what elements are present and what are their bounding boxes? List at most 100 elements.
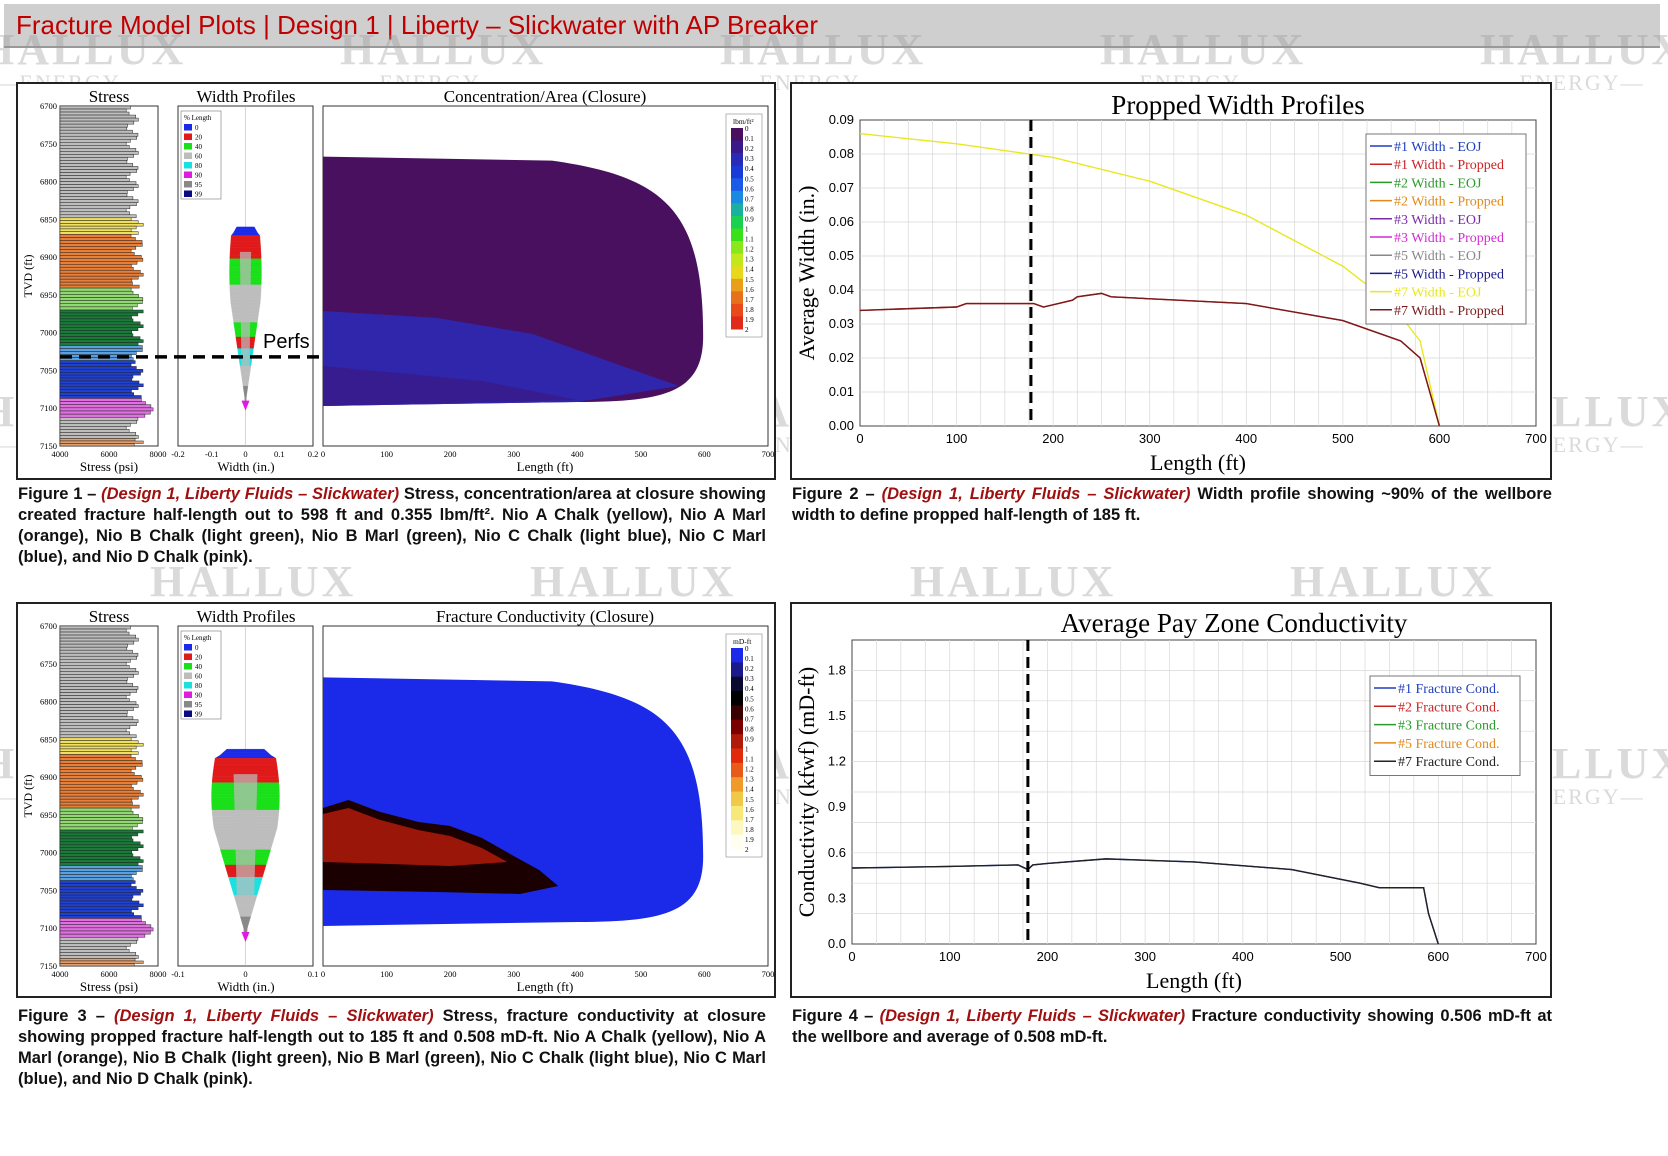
stress-layer-bar <box>59 205 131 210</box>
legend-entry: #7 Fracture Cond. <box>1398 755 1499 770</box>
x-tick-label: 200 <box>1037 949 1059 964</box>
legend-swatch <box>184 190 192 197</box>
width-profile-band <box>213 767 278 771</box>
stress-layer-bar <box>59 725 131 730</box>
stress-layer-bar <box>59 208 127 213</box>
stress-layer-bar <box>59 228 132 232</box>
colorbar-swatch <box>731 291 743 305</box>
stress-layer-bar <box>59 786 134 791</box>
legend-box <box>1369 675 1521 776</box>
colorbar-swatch <box>731 648 743 663</box>
width-profile-band <box>240 916 251 920</box>
stress-layer-bar <box>59 398 142 402</box>
stress-layer-bar <box>59 252 135 256</box>
legend-swatch <box>184 682 192 689</box>
stress-layer-bar <box>59 327 139 331</box>
width-profile-band <box>242 380 249 384</box>
stress-layer-bar <box>59 309 144 314</box>
length-tick-label: 300 <box>507 449 520 459</box>
caption-body: Stress, fracture conductivity at closure… <box>18 1007 766 1088</box>
stress-layer-bar <box>59 184 139 188</box>
width-profile-band <box>241 922 250 927</box>
stress-layer-bar <box>59 220 139 224</box>
stress-layer-bar <box>59 330 132 334</box>
legend-swatch <box>184 124 192 131</box>
stress-layer-bar <box>59 838 134 843</box>
legend-swatch <box>184 672 192 679</box>
colorbar-tick: 1.6 <box>745 286 754 294</box>
width-title: Width Profiles <box>197 607 296 626</box>
stress-layer-bar <box>59 284 140 289</box>
stress-layer-bar <box>59 223 144 227</box>
colorbar-title: lbm/ft² <box>733 117 754 126</box>
stress-layer-bar <box>59 719 139 723</box>
stress-tick-label: 6000 <box>101 969 118 979</box>
x-tick-label: 400 <box>1232 949 1254 964</box>
stress-layer-bar <box>59 297 144 301</box>
stress-layer-bar <box>59 649 133 654</box>
stress-layer-bar <box>59 680 128 684</box>
stress-layer-bar <box>59 246 137 250</box>
stress-layer-bar <box>59 275 139 280</box>
y-tick-label: 1.5 <box>828 708 846 723</box>
legend-entry: #5 Width - Propped <box>1394 267 1504 282</box>
stress-layer-bar <box>59 783 132 788</box>
x-axis-label: Length (ft) <box>1150 450 1246 475</box>
y-tick-label: 0.07 <box>829 180 854 195</box>
stress-layer-bar <box>59 707 134 711</box>
width-profile-band <box>241 377 250 381</box>
y-tick-label: 0.6 <box>828 845 846 860</box>
stress-layer-bar <box>59 871 137 875</box>
width-tick-label: -0.1 <box>205 449 218 459</box>
legend-entry: 99 <box>195 711 203 719</box>
stress-layer-bar <box>59 886 137 890</box>
stress-layer-bar <box>59 658 131 663</box>
colorbar-tick: 0.2 <box>745 145 754 153</box>
stress-layer-bar <box>59 281 133 286</box>
width-tick-label: 0.1 <box>308 969 319 979</box>
stress-layer-bar <box>59 674 134 678</box>
contour-title: Concentration/Area (Closure) <box>444 87 647 106</box>
legend-entry: 0 <box>195 644 199 652</box>
stress-layer-bar <box>59 891 141 896</box>
legend-entry: 0 <box>195 124 199 132</box>
stress-layer-bar <box>59 217 132 221</box>
x-tick-label: 300 <box>1134 949 1156 964</box>
colorbar-swatch <box>731 676 743 692</box>
chart-title: Propped Width Profiles <box>1111 90 1364 120</box>
x-tick-label: 200 <box>1042 431 1064 446</box>
width-profile-band <box>223 749 268 753</box>
stress-layer-bar <box>59 868 143 872</box>
stress-axis-label: Stress (psi) <box>80 459 138 474</box>
x-tick-label: 700 <box>1525 431 1547 446</box>
stress-layer-bar <box>59 631 130 636</box>
stress-layer-bar <box>59 443 135 447</box>
stress-layer-bar <box>59 817 144 821</box>
colorbar-tick: 1 <box>745 746 749 754</box>
stress-layer-bar <box>59 135 137 140</box>
colorbar-swatch <box>731 662 743 678</box>
colorbar-tick: 0.7 <box>745 715 754 723</box>
caption-figure-4: Figure 4 – (Design 1, Liberty Fluids – S… <box>792 1006 1552 1048</box>
colorbar-tick: 1.8 <box>745 826 754 834</box>
series-line <box>851 858 1439 945</box>
tvd-tick-label: 7050 <box>40 885 57 895</box>
stress-layer-bar <box>59 249 132 253</box>
stress-layer-bar <box>59 345 143 349</box>
stress-layer-bar <box>59 138 131 143</box>
tvd-tick-label: 6950 <box>40 810 57 820</box>
tvd-tick-label: 7150 <box>40 961 57 971</box>
colorbar-tick: 0.4 <box>745 165 754 173</box>
colorbar-tick: 1.3 <box>745 776 754 784</box>
stress-layer-bar <box>59 760 143 764</box>
stress-layer-bar <box>59 737 132 741</box>
stress-layer-bar <box>59 763 143 767</box>
width-profile-band <box>230 241 261 245</box>
stress-layer-bar <box>59 312 139 317</box>
legend-entry: 90 <box>195 172 203 180</box>
colorbar-tick: 0.8 <box>745 205 754 213</box>
width-profile-band <box>214 758 277 762</box>
width-profile-band <box>237 907 254 911</box>
stress-layer-bar <box>59 258 144 262</box>
